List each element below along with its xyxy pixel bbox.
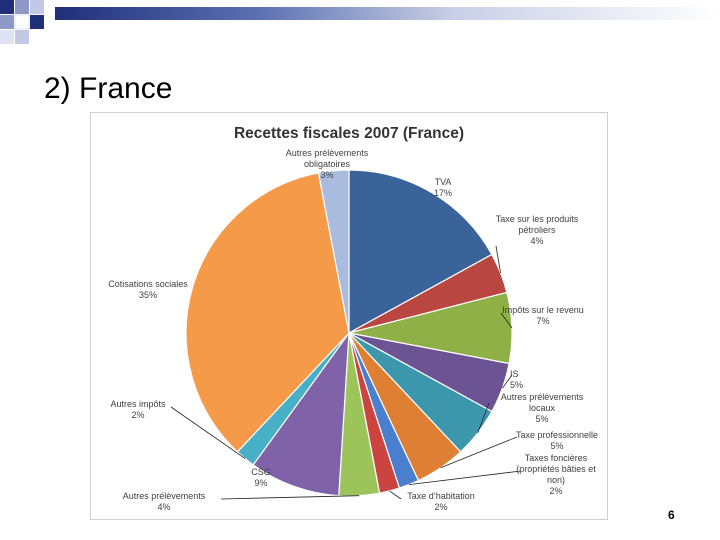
slice-label-autres-impots: Autres impôts 2%: [110, 399, 166, 420]
leader-line-autres-impots: [170, 406, 246, 459]
pie-chart-figure: Recettes fiscales 2007 (France) TVA 17% Ta…: [90, 112, 608, 520]
slide-title: 2) France: [44, 72, 173, 105]
slice-label-taxe-professionnelle: Taxe professionnelle 5%: [516, 430, 598, 451]
leader-line-taxe-sur-les-produits-petroliers: [495, 245, 501, 274]
slice-label-csg: CSG 9%: [251, 467, 271, 488]
slice-label-autres-prelevements-locaux: Autres prélèvements locaux 5%: [501, 392, 584, 424]
slice-label-taxe-d-habitation: Taxe d’habitation 2%: [407, 491, 475, 512]
page-number: 6: [668, 508, 675, 522]
leader-line-impots-sur-le-revenu: [500, 312, 513, 329]
pie-slice-autres-prelevements-obligatoires: [317, 169, 350, 334]
pie-slice-csg: [252, 330, 350, 497]
leader-line-taxes-foncieres-proprietes-baties-et-non: [408, 470, 522, 485]
pie-slice-tva: [348, 169, 493, 335]
slice-label-impots-sur-le-revenu: Impôts sur le revenu 7%: [502, 305, 584, 326]
slice-label-cotisations-sociales: Cotisations sociales 35%: [108, 279, 188, 300]
decorative-header-bar: [55, 7, 720, 20]
slice-label-taxes-foncieres-proprietes-baties-et-non: Taxes foncières (propriétés bâties et non)…: [516, 453, 596, 496]
slice-label-taxe-sur-les-produits-petroliers: Taxe sur les produits pétroliers 4%: [496, 214, 579, 246]
slice-label-autres-prelevements-obligatoires: Autres prélèvements obligatoires 3%: [286, 148, 369, 180]
leader-line-autres-prelevements: [220, 495, 360, 500]
slice-label-autres-prelevements: Autres prélèvements 4%: [123, 491, 206, 512]
pie-chart: Recettes fiscales 2007 (France) TVA 17% Ta…: [108, 125, 598, 512]
slice-label-is: IS 5%: [510, 369, 523, 390]
leader-line-taxe-d-habitation: [389, 490, 402, 500]
pie-slice-cotisations-sociales: [185, 172, 350, 453]
slice-label-tva: TVA 17%: [434, 177, 452, 198]
leader-line-is: [502, 374, 513, 389]
leader-line-autres-prelevements-locaux: [477, 402, 490, 434]
decorative-corner-squares: [0, 0, 200, 60]
leader-line-taxe-professionnelle: [440, 436, 518, 469]
chart-title: Recettes fiscales 2007 (France): [234, 125, 464, 142]
